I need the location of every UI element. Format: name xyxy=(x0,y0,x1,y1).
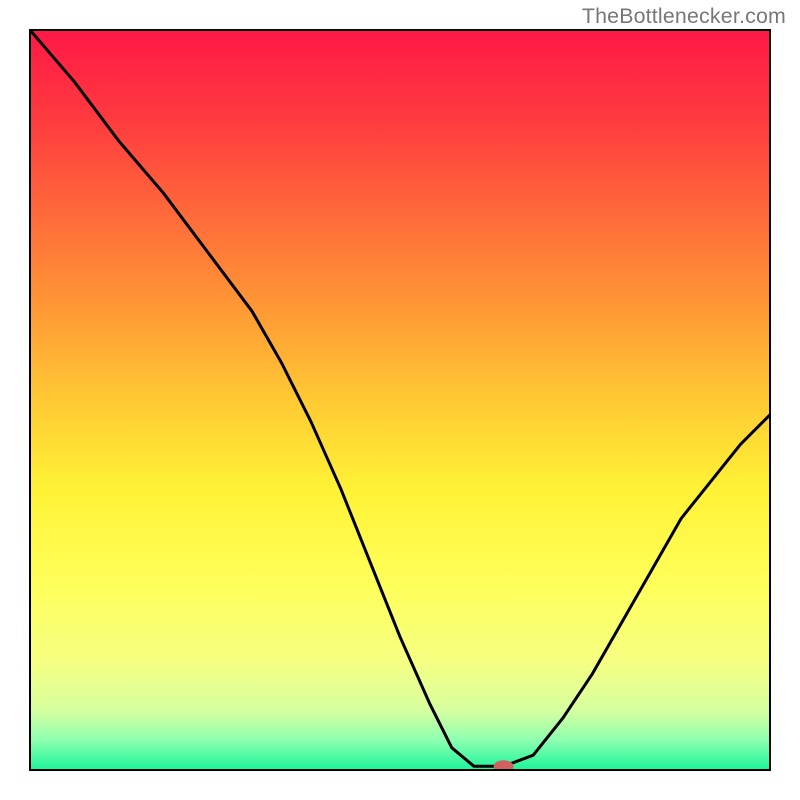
watermark-text: TheBottlenecker.com xyxy=(582,4,786,29)
chart-container: TheBottlenecker.com xyxy=(0,0,800,800)
gradient-background xyxy=(30,30,770,770)
bottleneck-chart xyxy=(0,0,800,800)
